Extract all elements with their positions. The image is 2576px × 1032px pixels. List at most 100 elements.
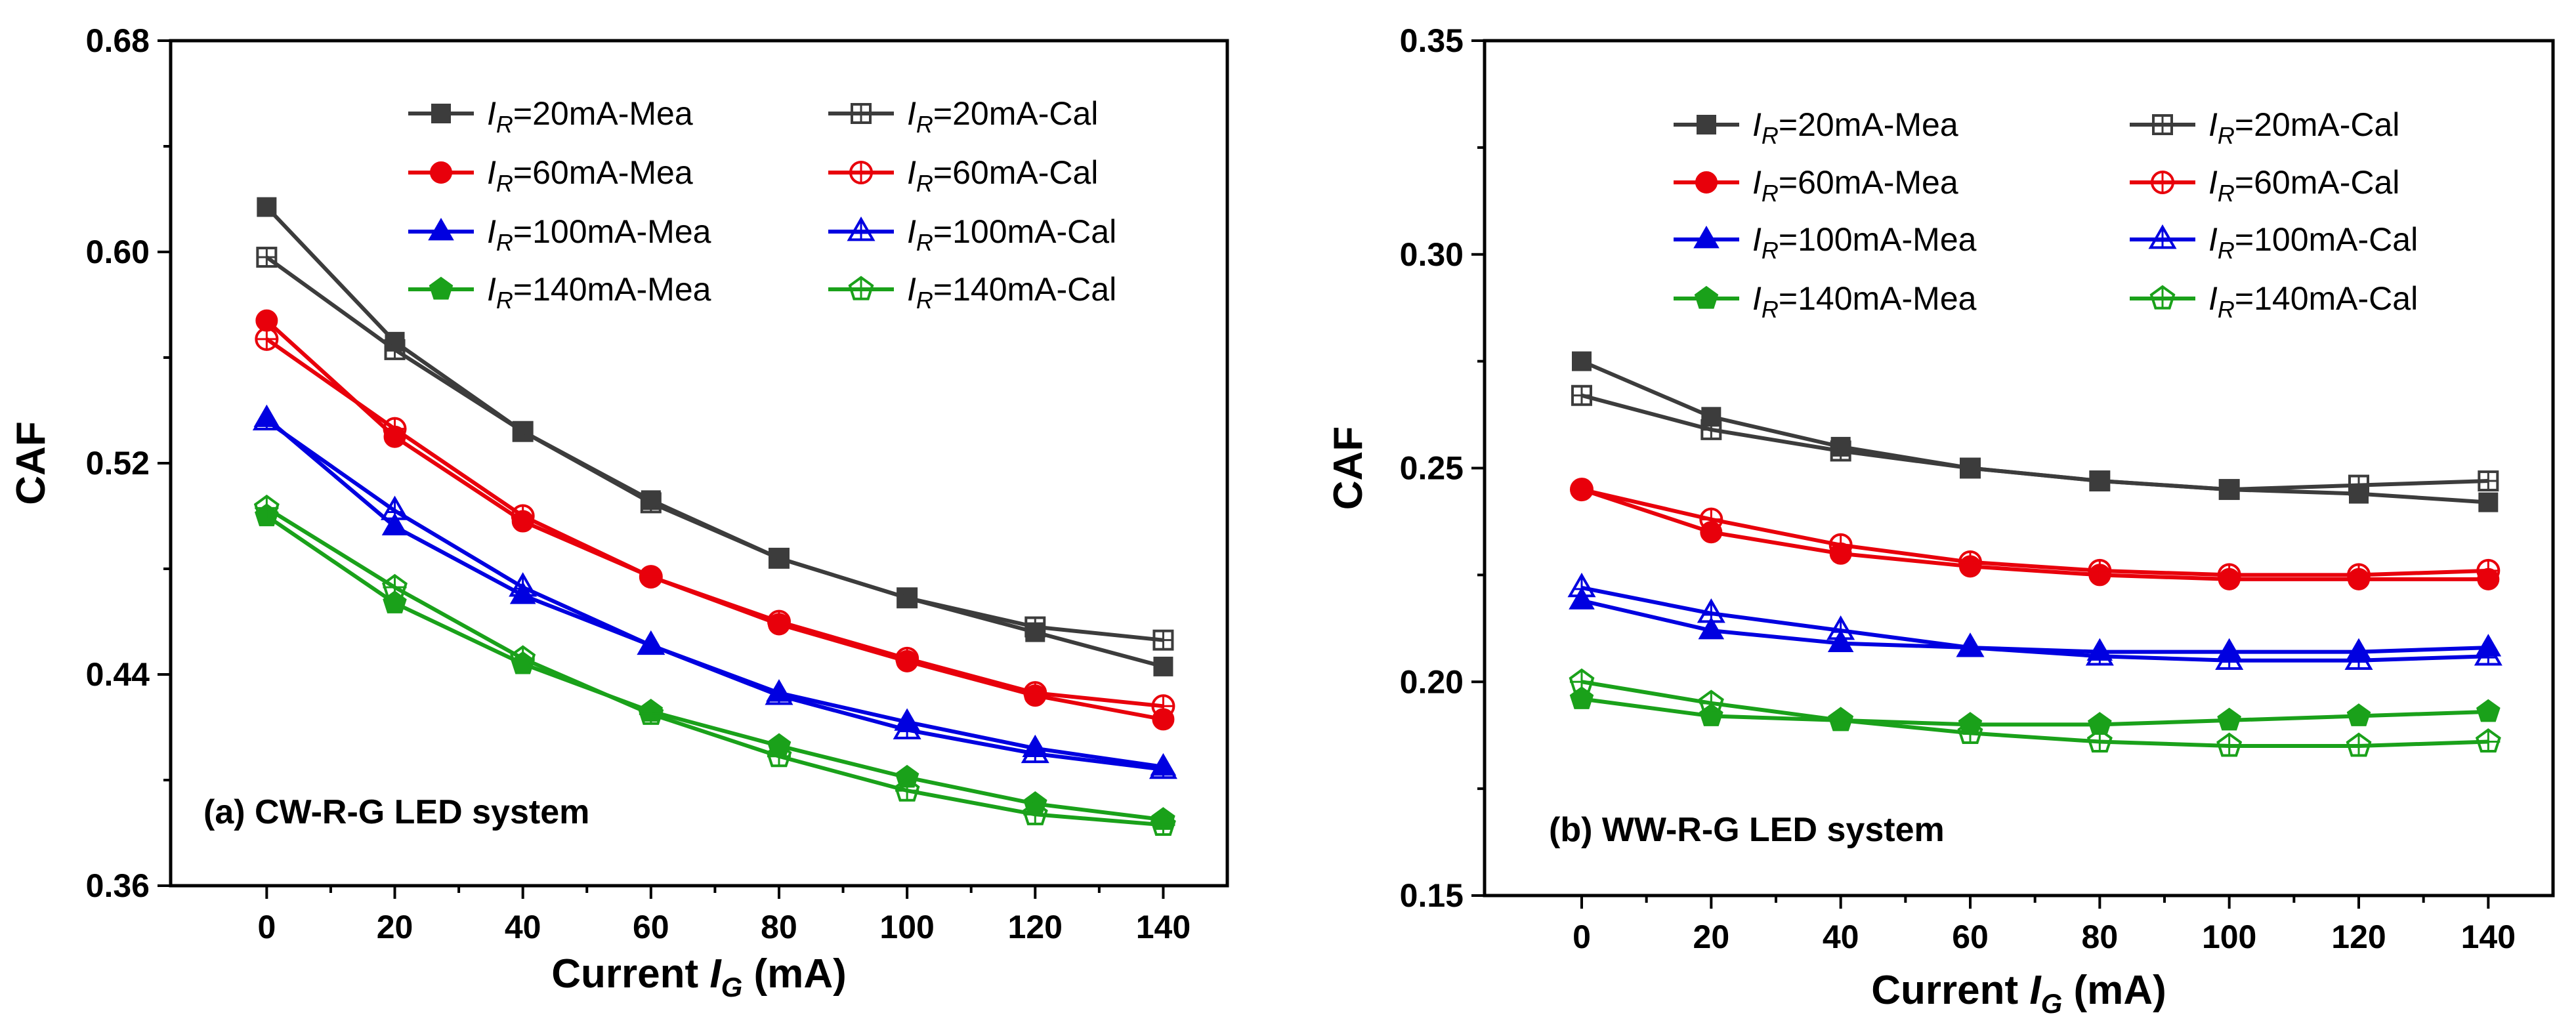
series-line	[265, 337, 1164, 709]
chart-panel-b: 0.15 0.20 0.25 0.30 0.35 0 20 40 60 80 100 120 140 CA…	[1326, 22, 2555, 1019]
data-point	[2475, 728, 2501, 753]
series-IR=60mA-Cal	[255, 327, 1175, 718]
legend-label: IR=140mA-Mea	[487, 271, 711, 314]
legend-item: IR=20mA-Mea	[408, 95, 693, 138]
y-tick-label: 0.25	[1400, 450, 1464, 487]
data-point	[2346, 732, 2372, 757]
data-point	[1699, 703, 1723, 726]
data-point	[1569, 668, 1595, 693]
legend-item: IR=60mA-Mea	[1674, 164, 1958, 207]
x-tick-label: 20	[377, 909, 413, 945]
legend-marker	[1697, 115, 1716, 134]
legend-label: IR=60mA-Mea	[1752, 164, 1958, 207]
legend-label: IR=60mA-Cal	[907, 154, 1098, 197]
series-IR=140mA-Cal	[1569, 668, 2501, 757]
x-tick-label: 120	[1008, 909, 1063, 945]
data-point	[1698, 617, 1725, 640]
x-axis-title: Current IG (mA)	[1871, 968, 2166, 1019]
legend-label: IR=20mA-Mea	[1752, 106, 1958, 149]
x-tick-label: 0	[1573, 918, 1591, 955]
series-line	[1581, 680, 2489, 748]
legend-label: IR=60mA-Mea	[487, 154, 693, 197]
legend-label: IR=100mA-Cal	[907, 213, 1116, 256]
legend: IR=20mA-Mea IR=20mA-Cal IR=60mA-Mea IR=60mA…	[408, 95, 1116, 314]
x-tick-label: 20	[1693, 918, 1730, 955]
legend-marker	[1695, 171, 1718, 194]
y-tick-label: 0.44	[86, 656, 150, 693]
data-point	[1569, 587, 1595, 609]
series-IR=20mA-Cal	[256, 247, 1174, 651]
data-point	[381, 512, 408, 535]
data-point	[382, 573, 408, 598]
series-IR=140mA-Mea	[1569, 686, 2501, 735]
legend-item: IR=100mA-Mea	[408, 213, 711, 256]
legend-item: IR=60mA-Cal	[2130, 164, 2399, 207]
legend-item: IR=140mA-Cal	[828, 271, 1116, 314]
y-tick-label: 0.60	[86, 234, 150, 270]
data-point	[1828, 707, 1854, 732]
series-IR=60mA-Cal	[1570, 478, 2501, 587]
y-tick-label: 0.52	[86, 445, 150, 482]
legend-marker	[430, 161, 452, 184]
series-line	[265, 255, 1164, 642]
panel-title: (a) CW-R-G LED system	[203, 793, 589, 831]
data-point	[253, 494, 280, 519]
x-tick-label: 0	[257, 909, 276, 945]
x-tick-label: 140	[2461, 918, 2516, 955]
data-point	[1827, 629, 1854, 652]
y-axis-title: CAF	[9, 421, 54, 505]
x-tick-label: 40	[1823, 918, 1859, 955]
legend-label: IR=60mA-Cal	[2208, 164, 2399, 207]
series-IR=140mA-Cal	[253, 494, 1176, 836]
series-line	[1581, 598, 2489, 654]
data-point	[894, 777, 920, 802]
y-axis-title: CAF	[1326, 426, 1371, 510]
data-point	[1698, 690, 1724, 714]
series-line	[1581, 585, 2489, 663]
data-point	[2086, 728, 2113, 753]
series-line	[1581, 393, 2489, 492]
x-tick-label: 60	[633, 909, 669, 945]
series-IR=100mA-Mea	[253, 404, 1177, 776]
series-line	[1581, 487, 2489, 581]
y-tick-label: 0.20	[1400, 663, 1464, 700]
y-tick-label: 0.15	[1400, 877, 1464, 914]
data-point	[2216, 732, 2243, 757]
legend-label: IR=140mA-Cal	[2208, 280, 2418, 323]
data-point	[2217, 707, 2241, 731]
legend-label: IR=140mA-Cal	[907, 271, 1116, 314]
legend-label: IR=100mA-Mea	[1752, 221, 1977, 264]
legend-item: IR=60mA-Mea	[408, 154, 693, 197]
y-tick-label: 0.35	[1400, 22, 1464, 59]
legend-label: IR=140mA-Mea	[1752, 280, 1977, 323]
y-tick-label: 0.30	[1400, 236, 1464, 273]
legend-item: IR=100mA-Cal	[828, 213, 1116, 256]
legend-item: IR=140mA-Cal	[2130, 280, 2418, 323]
data-point	[638, 700, 664, 725]
legend-item: IR=100mA-Mea	[1674, 221, 1977, 264]
legend-item: IR=20mA-Cal	[2130, 106, 2399, 149]
legend-marker	[431, 104, 451, 123]
legend: IR=20mA-Mea IR=20mA-Cal IR=60mA-Mea IR=60mA…	[1674, 106, 2418, 323]
legend-marker	[1693, 225, 1720, 249]
legend-item: IR=20mA-Cal	[828, 95, 1098, 138]
data-point	[1572, 351, 1592, 371]
legend-label: IR=20mA-Cal	[907, 95, 1098, 138]
legend-item: IR=60mA-Cal	[828, 154, 1098, 197]
legend-marker	[428, 217, 454, 241]
x-tick-label: 120	[2331, 918, 2386, 955]
legend-marker	[429, 276, 454, 300]
data-point	[257, 197, 277, 217]
legend-item: IR=20mA-Mea	[1674, 106, 1958, 149]
data-point	[1153, 656, 1173, 676]
x-tick-label: 100	[2202, 918, 2256, 955]
x-axis-title: Current IG (mA)	[551, 951, 846, 1002]
series-IR=100mA-Cal	[252, 405, 1177, 779]
x-tick-label: 60	[1952, 918, 1989, 955]
data-point	[766, 743, 792, 768]
legend-label: IR=100mA-Mea	[487, 213, 711, 256]
legend-label: IR=20mA-Mea	[487, 95, 693, 138]
legend-label: IR=20mA-Cal	[2208, 106, 2399, 149]
x-tick-label: 80	[2082, 918, 2119, 955]
